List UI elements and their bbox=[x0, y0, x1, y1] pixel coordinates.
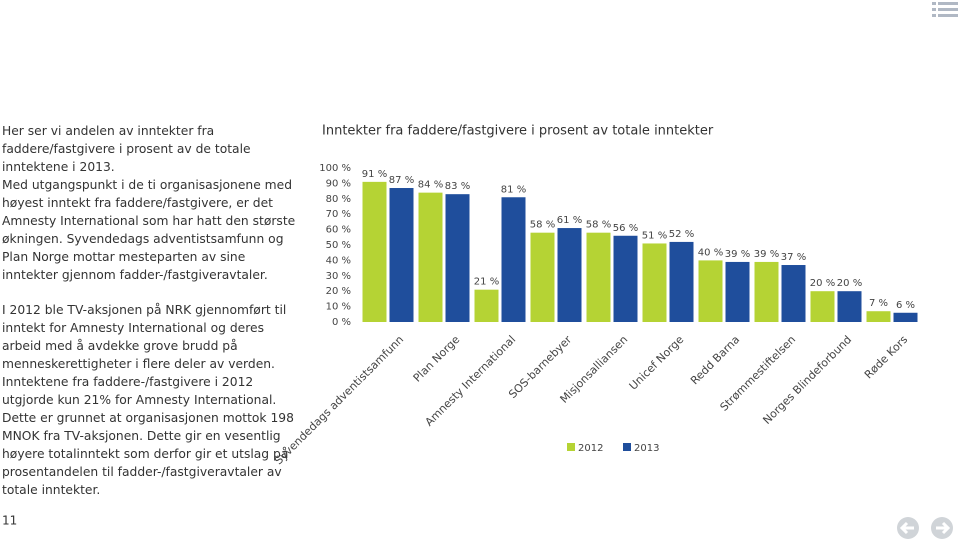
value-label: 87 % bbox=[389, 175, 414, 186]
x-tick-label: Redd Barna bbox=[688, 333, 742, 387]
bar bbox=[613, 235, 638, 322]
x-tick-label: Plan Norge bbox=[411, 333, 463, 385]
page-number: 11 bbox=[2, 514, 17, 528]
bar bbox=[810, 291, 835, 322]
paragraph: Med utgangspunkt i de ti organisasjonene… bbox=[2, 178, 296, 282]
y-tick-label: 10 % bbox=[326, 302, 351, 313]
value-label: 40 % bbox=[698, 247, 723, 258]
y-tick-label: 0 % bbox=[332, 317, 351, 328]
value-label: 20 % bbox=[810, 278, 835, 289]
y-tick-label: 80 % bbox=[326, 194, 351, 205]
x-tick-label: Unicef Norge bbox=[627, 333, 687, 393]
y-tick-label: 100 % bbox=[319, 163, 351, 174]
bar bbox=[866, 311, 891, 322]
value-label: 58 % bbox=[530, 220, 555, 231]
bar bbox=[474, 289, 499, 322]
legend-swatch bbox=[567, 443, 575, 451]
next-button[interactable] bbox=[931, 517, 953, 539]
bar bbox=[642, 243, 667, 322]
value-label: 39 % bbox=[725, 249, 750, 260]
value-label: 39 % bbox=[754, 249, 779, 260]
y-tick-label: 60 % bbox=[326, 225, 351, 236]
legend-label: 2012 bbox=[578, 443, 603, 454]
value-label: 56 % bbox=[613, 223, 638, 234]
value-label: 81 % bbox=[501, 184, 526, 195]
legend-label: 2013 bbox=[634, 443, 659, 454]
y-tick-label: 20 % bbox=[326, 286, 351, 297]
value-label: 7 % bbox=[869, 298, 888, 309]
bar bbox=[445, 194, 470, 322]
value-label: 20 % bbox=[837, 278, 862, 289]
bar bbox=[586, 232, 611, 322]
value-label: 51 % bbox=[642, 230, 667, 241]
bar bbox=[837, 291, 862, 322]
bar bbox=[530, 232, 555, 322]
value-label: 58 % bbox=[586, 220, 611, 231]
bar bbox=[501, 197, 526, 322]
bar bbox=[893, 312, 918, 322]
y-tick-label: 90 % bbox=[326, 178, 351, 189]
bar bbox=[362, 181, 387, 322]
prev-button[interactable] bbox=[897, 517, 919, 539]
y-tick-label: 40 % bbox=[326, 255, 351, 266]
legend-swatch bbox=[623, 443, 631, 451]
bar bbox=[389, 188, 414, 322]
value-label: 52 % bbox=[669, 229, 694, 240]
bar bbox=[781, 265, 806, 322]
bar bbox=[418, 192, 443, 322]
value-label: 21 % bbox=[474, 277, 499, 288]
bar bbox=[669, 241, 694, 322]
y-tick-label: 50 % bbox=[326, 240, 351, 251]
value-label: 37 % bbox=[781, 252, 806, 263]
x-tick-label: Røde Kors bbox=[862, 333, 910, 381]
chart-title: Inntekter fra faddere/fastgivere i prose… bbox=[322, 124, 714, 139]
x-tick-label: Amnesty International bbox=[423, 333, 519, 429]
y-tick-label: 70 % bbox=[326, 209, 351, 220]
value-label: 61 % bbox=[557, 215, 582, 226]
x-tick-label: Syvendedags adventistsamfunn bbox=[272, 333, 406, 467]
paragraph: I 2012 ble TV-aksjonen på NRK gjennomfør… bbox=[2, 303, 294, 497]
paragraph: Her ser vi andelen av inntekter fra fadd… bbox=[2, 124, 251, 174]
bar bbox=[698, 260, 723, 322]
bar bbox=[557, 228, 582, 322]
value-label: 84 % bbox=[418, 180, 443, 191]
menu-icon[interactable] bbox=[932, 2, 958, 17]
value-label: 6 % bbox=[896, 300, 915, 311]
y-tick-label: 30 % bbox=[326, 271, 351, 282]
value-label: 83 % bbox=[445, 181, 470, 192]
bar bbox=[725, 261, 750, 322]
bar bbox=[754, 261, 779, 322]
value-label: 91 % bbox=[362, 169, 387, 180]
